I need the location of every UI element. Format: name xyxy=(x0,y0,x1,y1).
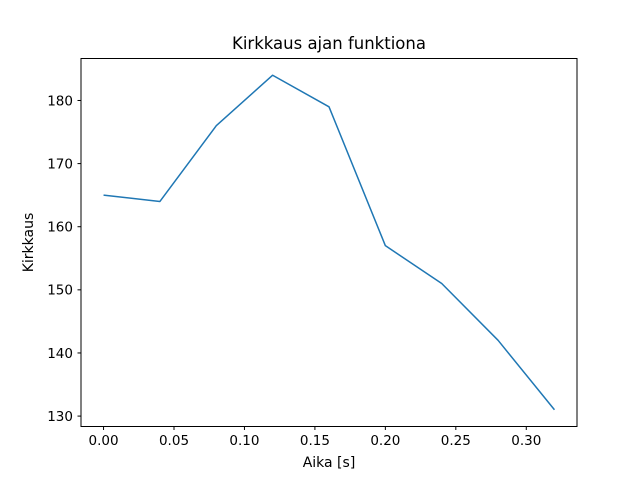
x-axis-label: Aika [s] xyxy=(303,455,356,471)
y-tick-label: 130 xyxy=(47,409,73,425)
x-axis-ticks: 0.00 0.05 0.10 0.15 0.20 0.25 0.30 xyxy=(89,426,541,449)
chart-title: Kirkkaus ajan funktiona xyxy=(232,34,426,53)
y-tick-label: 150 xyxy=(47,283,73,299)
x-tick-label: 0.00 xyxy=(89,433,119,449)
x-tick-label: 0.25 xyxy=(441,433,471,449)
y-axis-ticks: 130 140 150 160 170 180 xyxy=(47,93,81,425)
y-tick-label: 140 xyxy=(47,346,73,362)
plot-area xyxy=(80,58,578,427)
x-tick-label: 0.20 xyxy=(370,433,400,449)
x-tick-label: 0.05 xyxy=(159,433,189,449)
x-tick-label: 0.10 xyxy=(229,433,259,449)
y-tick-label: 170 xyxy=(47,156,73,172)
x-tick-label: 0.15 xyxy=(300,433,330,449)
y-tick-label: 180 xyxy=(47,93,73,109)
y-tick-label: 160 xyxy=(47,220,73,236)
data-line xyxy=(103,74,556,411)
y-axis-label: Kirkkaus xyxy=(21,213,37,273)
x-tick-label: 0.30 xyxy=(511,433,541,449)
